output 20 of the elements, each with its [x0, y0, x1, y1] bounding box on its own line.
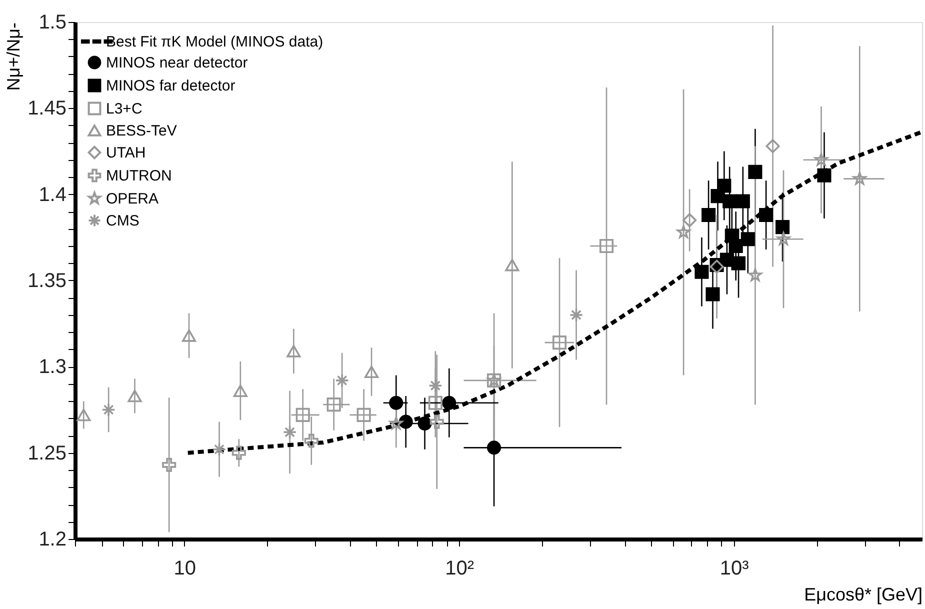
x-tick-label: 10: [174, 558, 196, 580]
y-tick-label: 1.5: [38, 12, 66, 34]
legend-label: CMS: [106, 212, 140, 230]
x-axis-title: Eμcosθ* [GeV]: [804, 584, 922, 604]
y-tick-label: 1.2: [38, 528, 66, 550]
y-tick-label: 1.35: [28, 270, 66, 292]
legend-label: UTAH: [106, 144, 146, 162]
y-tick-label: 1.3: [38, 356, 66, 378]
y-axis-title: Nμ+/Nμ-: [4, 22, 24, 91]
y-tick-label: 1.25: [28, 442, 66, 464]
legend-label: MINOS far detector: [106, 78, 236, 94]
legend-label: L3+C: [106, 100, 142, 118]
legend-label: BESS-TeV: [106, 122, 177, 140]
y-tick-label: 1.4: [38, 184, 66, 206]
y-tick-label: 1.45: [28, 98, 66, 120]
x-tick-label: 10³: [720, 558, 750, 580]
x-tick-label: 10²: [445, 558, 474, 580]
legend-label: OPERA: [106, 190, 159, 208]
legend-label: MUTRON: [106, 168, 172, 184]
legend-label: MINOS near detector: [106, 54, 248, 72]
